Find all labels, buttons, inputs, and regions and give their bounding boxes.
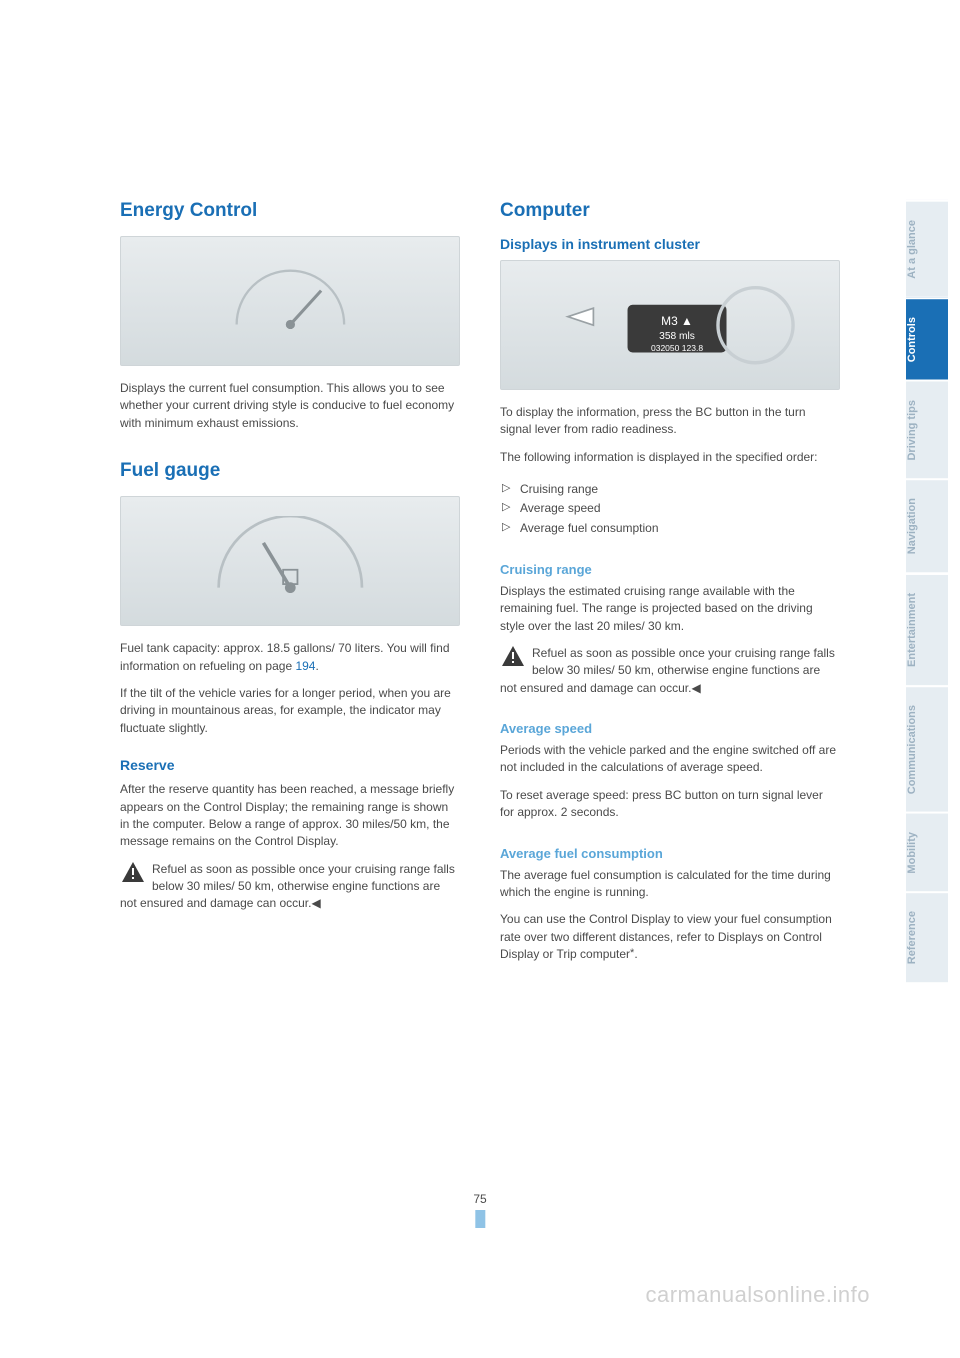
right-column: Computer Displays in instrument cluster …	[500, 200, 840, 974]
tab-communications[interactable]: Communications	[906, 685, 948, 812]
tab-navigation[interactable]: Navigation	[906, 478, 948, 572]
reserve-heading: Reserve	[120, 757, 460, 773]
energy-control-body: Displays the current fuel consumption. T…	[120, 380, 460, 432]
fuel-body-1: Fuel tank capacity: approx. 18.5 gallons…	[120, 640, 460, 675]
list-item: Average fuel consumption	[500, 519, 840, 538]
avg-fuel-heading: Average fuel consumption	[500, 846, 840, 861]
instrument-cluster-image: M3 ▲ 358 mls 032050 123.8	[500, 260, 840, 390]
fuel-gauge-image	[120, 496, 460, 626]
footer-url: carmanualsonline.info	[645, 1282, 870, 1308]
warning-icon	[500, 645, 526, 667]
svg-text:032050 123.8: 032050 123.8	[651, 343, 703, 353]
svg-text:358 mls: 358 mls	[659, 331, 695, 342]
warning-icon	[120, 861, 146, 883]
avg-speed-body-1: Periods with the vehicle parked and the …	[500, 742, 840, 777]
fuel-body-2: If the tilt of the vehicle varies for a …	[120, 685, 460, 737]
list-item: Average speed	[500, 499, 840, 518]
page-number: 75	[473, 1192, 486, 1228]
tab-controls[interactable]: Controls	[906, 297, 948, 380]
tab-mobility[interactable]: Mobility	[906, 812, 948, 892]
page-link-194[interactable]: 194	[295, 659, 315, 673]
tab-at-a-glance[interactable]: At a glance	[906, 200, 948, 297]
svg-text:M3 ▲: M3 ▲	[661, 314, 693, 328]
avg-speed-body-2: To reset average speed: press BC button …	[500, 787, 840, 822]
displays-cluster-heading: Displays in instrument cluster	[500, 236, 840, 252]
avg-speed-heading: Average speed	[500, 721, 840, 736]
reserve-body: After the reserve quantity has been reac…	[120, 781, 460, 851]
cruising-range-warning: Refuel as soon as possible once your cru…	[500, 645, 840, 697]
left-column: Energy Control Displays the current fuel…	[120, 200, 460, 974]
energy-control-image	[120, 236, 460, 366]
cruising-range-heading: Cruising range	[500, 562, 840, 577]
computer-body-2: The following information is displayed i…	[500, 449, 840, 466]
section-tabs: At a glance Controls Driving tips Naviga…	[906, 200, 948, 983]
tab-driving-tips[interactable]: Driving tips	[906, 380, 948, 479]
energy-control-heading: Energy Control	[120, 200, 460, 222]
cruising-range-body: Displays the estimated cruising range av…	[500, 583, 840, 635]
list-item: Cruising range	[500, 480, 840, 499]
avg-fuel-body-1: The average fuel consumption is calculat…	[500, 867, 840, 902]
reserve-warning: Refuel as soon as possible once your cru…	[120, 861, 460, 913]
fuel-gauge-heading: Fuel gauge	[120, 460, 460, 482]
info-list: Cruising range Average speed Average fue…	[500, 480, 840, 538]
tab-reference[interactable]: Reference	[906, 891, 948, 982]
tab-entertainment[interactable]: Entertainment	[906, 573, 948, 685]
computer-heading: Computer	[500, 200, 840, 222]
computer-body-1: To display the information, press the BC…	[500, 404, 840, 439]
avg-fuel-body-2: You can use the Control Display to view …	[500, 911, 840, 963]
